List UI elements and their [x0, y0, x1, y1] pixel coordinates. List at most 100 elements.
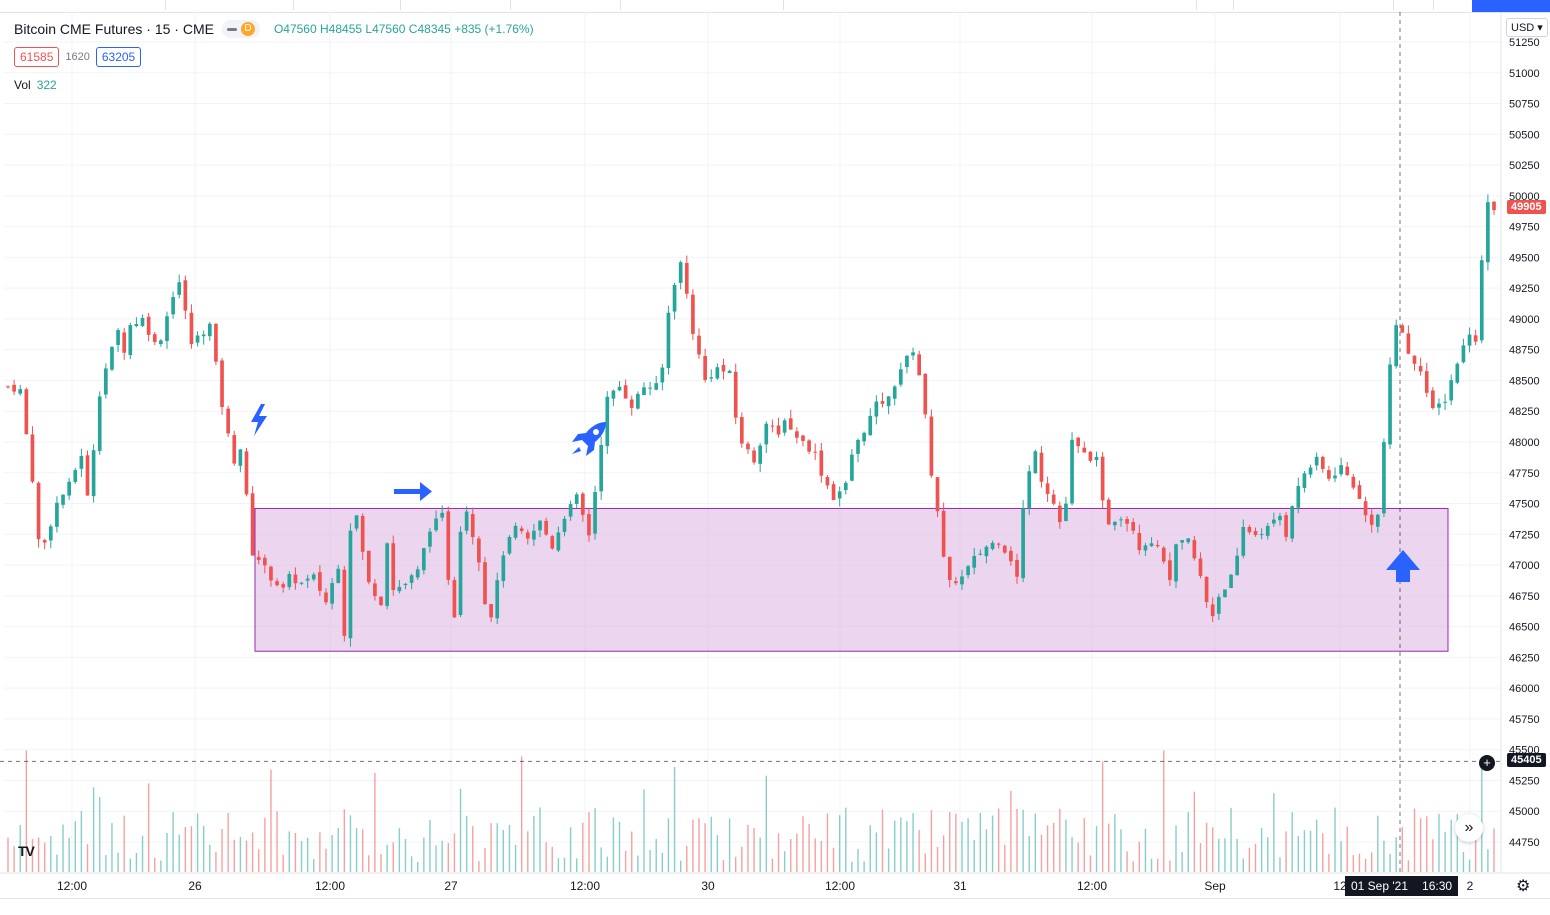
volume-bar — [1132, 861, 1134, 872]
price-tick-label: 50250 — [1509, 160, 1540, 172]
volume-bar — [496, 823, 498, 872]
volume-bar — [135, 852, 138, 872]
volume-bar — [288, 831, 291, 872]
candle-body — [12, 384, 16, 392]
currency-selector[interactable]: USD ▾ — [1506, 18, 1548, 37]
publish-button[interactable] — [1472, 0, 1550, 12]
candle-body — [1265, 525, 1270, 536]
volume-bar — [930, 810, 933, 872]
candle-body — [1327, 470, 1331, 479]
candle-body — [422, 548, 426, 571]
price-tick-label: 50750 — [1509, 99, 1540, 111]
volume-bar — [117, 852, 119, 872]
gear-icon[interactable]: ⚙ — [1516, 878, 1531, 895]
crosshair-time: 16:30 — [1422, 879, 1453, 893]
candle-body — [140, 318, 145, 327]
rocket-icon — [572, 422, 606, 456]
candle-body — [782, 420, 787, 433]
tradingview-logo-icon[interactable]: TV — [18, 843, 35, 859]
candle-body — [1088, 451, 1093, 461]
candle-body — [477, 538, 481, 563]
volume-bar — [337, 827, 339, 872]
volume-bar — [520, 756, 523, 872]
price-tick-label: 46250 — [1509, 652, 1540, 664]
candle-body — [752, 450, 756, 463]
candle-body — [1296, 486, 1301, 508]
volume-bar — [1083, 818, 1085, 872]
volume-bar — [276, 811, 278, 872]
double-chevron-right-icon[interactable]: » — [1455, 814, 1483, 842]
candle-body — [715, 367, 720, 379]
volume-bar — [1095, 826, 1098, 872]
candle-body — [587, 514, 591, 536]
volume-bar — [722, 860, 725, 872]
candle-body — [1290, 506, 1295, 539]
volume-bar — [551, 846, 553, 872]
volume-bar — [1205, 822, 1208, 872]
volume-bar — [1303, 830, 1306, 872]
volume-bar — [331, 834, 333, 872]
candle-body — [666, 312, 671, 368]
volume-bar — [13, 846, 15, 872]
volume-bar — [349, 815, 352, 872]
candle-body — [330, 583, 334, 604]
candle-body — [776, 425, 781, 435]
candle-body — [104, 368, 108, 395]
volume-bar — [1340, 841, 1342, 872]
price-tick-label: 47500 — [1509, 499, 1540, 511]
price-tick-label: 44750 — [1509, 837, 1540, 849]
volume-bar — [1150, 858, 1153, 872]
candle-body — [238, 449, 243, 466]
volume-bar — [1279, 857, 1281, 872]
candle-body — [428, 531, 432, 547]
volume-bar — [86, 844, 89, 872]
price-tick-label: 47750 — [1509, 468, 1540, 480]
time-axis: 12:00 26 12:00 27 12:00 30 12:00 31 12:00 Sep 12 2 — [57, 879, 1474, 893]
volume-bar — [857, 849, 859, 872]
candle-body — [1412, 355, 1417, 364]
volume-bar — [686, 845, 688, 872]
candle-body — [580, 493, 585, 515]
candle-body — [672, 284, 677, 312]
volume-bar — [655, 838, 657, 872]
close-value: 48345 — [417, 22, 451, 36]
candle-body — [1369, 514, 1374, 525]
candle-body — [1131, 521, 1136, 531]
candle-body — [1449, 380, 1454, 401]
volume-bar — [1346, 826, 1348, 872]
candle-body — [1339, 465, 1343, 475]
candle-body — [574, 494, 579, 504]
volume-bar — [618, 821, 621, 872]
indicator-legend[interactable]: 61585 1620 63205 — [14, 47, 142, 67]
candle-body — [146, 316, 151, 335]
candle-body — [116, 330, 120, 345]
low-value: 47560 — [372, 22, 406, 36]
candle-body — [599, 444, 604, 492]
candle-body — [1125, 518, 1129, 524]
volume-bar — [423, 837, 425, 872]
candle-body — [446, 511, 451, 580]
volume-legend[interactable]: Vol 322 — [14, 78, 57, 92]
volume-bar — [900, 817, 902, 872]
volume-bar — [141, 835, 144, 872]
price-chart[interactable]: 5125051000507505050050250500004975049500… — [0, 12, 1550, 898]
volume-bar — [1089, 855, 1092, 872]
volume-bar — [887, 848, 890, 872]
candle-body — [556, 532, 561, 551]
volume-bar — [294, 832, 297, 872]
candle-body — [263, 557, 267, 566]
volume-bar — [50, 836, 52, 872]
volume-bar — [582, 822, 584, 872]
volume-bar — [728, 818, 731, 872]
time-tick-label: 31 — [953, 879, 967, 893]
candle-body — [1492, 201, 1496, 211]
volume-bar — [1138, 841, 1141, 872]
volume-bar — [796, 833, 798, 872]
plus-circle-icon[interactable]: + — [1479, 755, 1495, 771]
volume-bar — [936, 846, 939, 872]
symbol-title[interactable]: Bitcoin CME Futures · 15 · CME — [14, 21, 214, 37]
status-pill[interactable]: D — [221, 20, 260, 38]
volume-bar — [355, 828, 358, 872]
volume-bar — [56, 854, 58, 872]
candle-body — [984, 546, 989, 557]
